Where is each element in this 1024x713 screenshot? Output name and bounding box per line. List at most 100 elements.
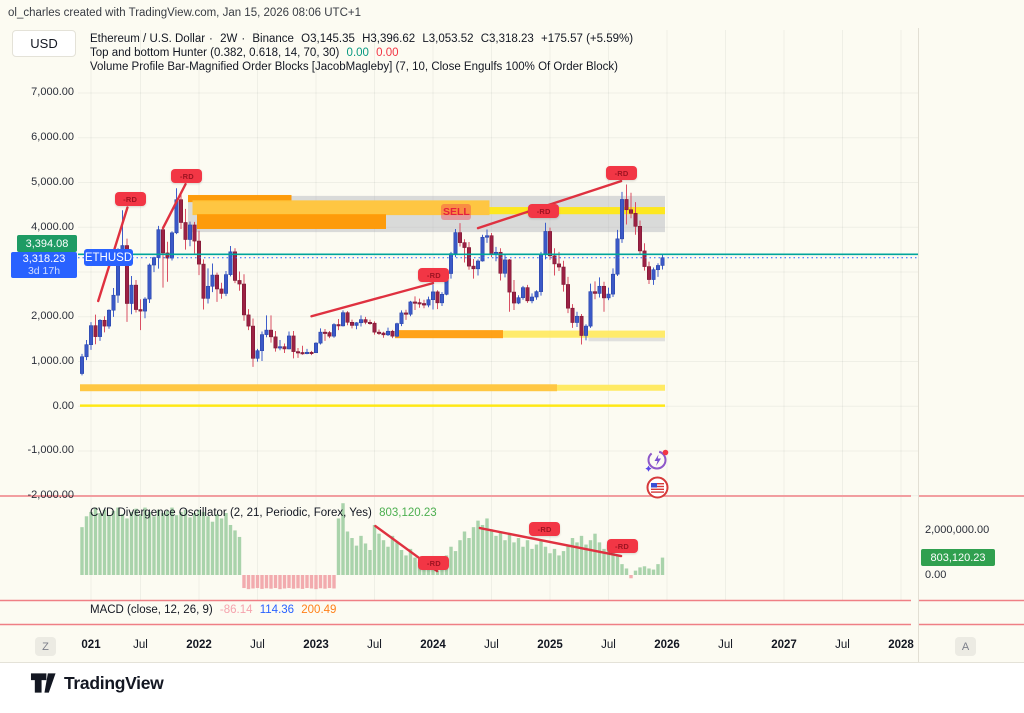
candle-body[interactable] — [273, 336, 278, 349]
candle-body[interactable] — [610, 273, 615, 295]
candle-body[interactable] — [201, 263, 206, 299]
adjust-button[interactable]: A — [955, 637, 976, 656]
candle-body[interactable] — [340, 312, 345, 327]
candle-body[interactable] — [251, 325, 256, 359]
candle-body[interactable] — [349, 321, 354, 326]
order-block-zone[interactable] — [80, 384, 557, 392]
candle-body[interactable] — [237, 280, 242, 285]
candle-body[interactable] — [246, 314, 251, 327]
candle-body[interactable] — [462, 242, 467, 248]
candle-body[interactable] — [345, 312, 350, 323]
order-block-zone[interactable] — [395, 330, 503, 339]
candle-body[interactable] — [633, 213, 638, 227]
time-axis[interactable]: Z A 021 Jul 2022 Jul 2023 Jul 2024 Jul 2025 Jul 20… — [0, 637, 1024, 662]
candle-body[interactable] — [498, 251, 503, 274]
candle-body[interactable] — [520, 287, 525, 298]
candle-body[interactable] — [259, 334, 264, 352]
timezone-button[interactable]: Z — [35, 637, 56, 656]
candle-body[interactable] — [624, 199, 629, 211]
candle-body[interactable] — [583, 325, 588, 336]
divergence-trendline[interactable] — [161, 183, 187, 230]
candle-body[interactable] — [637, 226, 642, 252]
candle-body[interactable] — [313, 342, 318, 354]
candle-body[interactable] — [475, 260, 480, 270]
candle-body[interactable] — [489, 235, 494, 255]
candle-body[interactable] — [561, 266, 566, 285]
candle-body[interactable] — [367, 321, 372, 324]
order-block-zone[interactable] — [489, 207, 666, 215]
candle-body[interactable] — [372, 322, 377, 333]
cvd-divergence-trendline[interactable] — [478, 526, 623, 558]
candle-body[interactable] — [233, 251, 238, 281]
candle-body[interactable] — [219, 288, 224, 294]
candle-body[interactable] — [134, 284, 139, 310]
candle-body[interactable] — [255, 350, 260, 359]
candle-body[interactable] — [417, 302, 422, 305]
candle-body[interactable] — [318, 331, 323, 344]
order-block-zone[interactable] — [588, 337, 666, 342]
candle-body[interactable] — [336, 324, 341, 327]
candle-body[interactable] — [399, 312, 404, 324]
candle-body[interactable] — [84, 344, 89, 358]
candle-body[interactable] — [295, 351, 300, 354]
candle-body[interactable] — [448, 253, 453, 274]
candle-body[interactable] — [197, 240, 202, 265]
legend-symbol-row[interactable]: Ethereum / U.S. Dollar · 2W · Binance O3,1… — [90, 33, 634, 45]
candle-body[interactable] — [516, 297, 521, 304]
candle-body[interactable] — [651, 269, 656, 280]
legend-indicator1-row[interactable]: Top and bottom Hunter (0.382, 0.618, 14,… — [90, 47, 403, 59]
candle-body[interactable] — [552, 255, 557, 265]
candle-body[interactable] — [619, 199, 624, 240]
candle-body[interactable] — [192, 224, 197, 242]
candle-body[interactable] — [210, 274, 215, 287]
candle-body[interactable] — [107, 309, 112, 327]
candle-body[interactable] — [408, 301, 413, 315]
order-block-zone[interactable] — [197, 214, 386, 229]
candle-body[interactable] — [322, 331, 327, 334]
candle-body[interactable] — [242, 283, 247, 316]
cvd-boost-icon[interactable] — [644, 446, 671, 473]
candle-body[interactable] — [430, 291, 435, 300]
order-block-zone[interactable] — [192, 200, 490, 216]
tradingview-logo[interactable]: TradingView — [30, 671, 164, 695]
candle-body[interactable] — [480, 236, 485, 262]
currency-button[interactable]: USD — [12, 30, 76, 57]
order-block-zone[interactable] — [80, 404, 665, 407]
candle-body[interactable] — [421, 303, 426, 306]
candle-body[interactable] — [592, 291, 597, 294]
candle-body[interactable] — [138, 309, 143, 312]
candle-body[interactable] — [579, 315, 584, 336]
candle-body[interactable] — [147, 264, 152, 300]
candle-body[interactable] — [376, 331, 381, 334]
candle-body[interactable] — [300, 352, 305, 355]
candle-body[interactable] — [291, 335, 296, 352]
candle-body[interactable] — [354, 322, 359, 326]
candle-body[interactable] — [484, 235, 489, 238]
candle-body[interactable] — [502, 259, 507, 274]
candle-body[interactable] — [264, 329, 269, 335]
candle-body[interactable] — [206, 285, 211, 299]
candle-body[interactable] — [394, 323, 399, 337]
candle-body[interactable] — [525, 287, 530, 302]
candle-body[interactable] — [98, 319, 103, 337]
candle-body[interactable] — [534, 291, 539, 298]
candle-body[interactable] — [547, 231, 552, 257]
candle-body[interactable] — [574, 315, 579, 323]
order-block-zone[interactable] — [188, 194, 292, 203]
candle-body[interactable] — [390, 330, 395, 337]
candle-body[interactable] — [331, 324, 336, 337]
candle-body[interactable] — [188, 224, 193, 240]
candle-body[interactable] — [426, 299, 431, 306]
candle-body[interactable] — [304, 351, 309, 354]
candle-body[interactable] — [129, 284, 134, 304]
candle-body[interactable] — [660, 257, 665, 266]
candle-body[interactable] — [89, 325, 94, 345]
candle-body[interactable] — [615, 238, 620, 275]
candle-body[interactable] — [183, 222, 188, 240]
candle-body[interactable] — [471, 265, 476, 270]
candle-body[interactable] — [466, 247, 471, 267]
candle-body[interactable] — [597, 285, 602, 294]
candle-body[interactable] — [143, 298, 148, 312]
rd-divergence-badge[interactable]: -RD — [529, 522, 561, 537]
